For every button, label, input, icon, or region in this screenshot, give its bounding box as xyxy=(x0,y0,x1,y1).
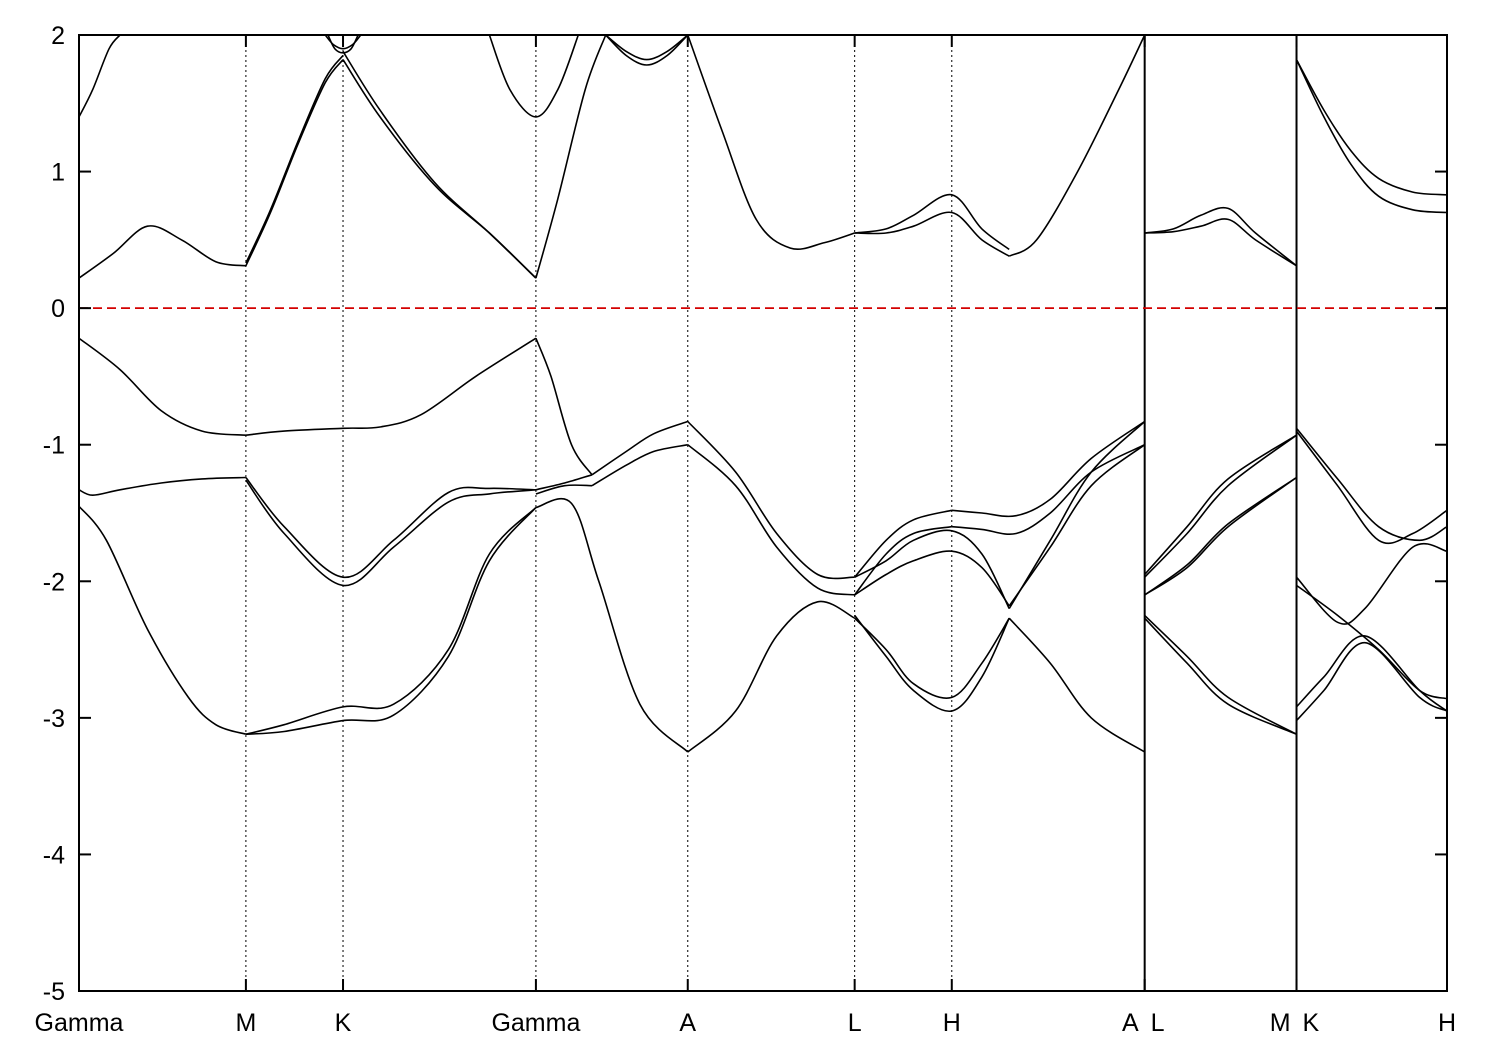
band-segment-28 xyxy=(245,477,536,579)
band-segment-10 xyxy=(605,34,689,66)
band-segment-49 xyxy=(1144,434,1297,576)
band-segment-46 xyxy=(854,614,1010,712)
band-segment-38 xyxy=(951,420,1146,518)
x-tick-label-8: L xyxy=(1151,1009,1165,1037)
band-segment-39 xyxy=(854,525,952,596)
y-tick-label-0: 2 xyxy=(51,22,65,50)
y-tick-label-2: 0 xyxy=(51,295,65,323)
band-segment-13 xyxy=(854,193,1010,251)
x-tick-label-10: K xyxy=(1303,1009,1320,1037)
band-segment-7 xyxy=(488,34,580,118)
x-tick-label-5: L xyxy=(848,1009,862,1037)
kpoint-lines xyxy=(245,35,1298,991)
band-segment-48 xyxy=(1144,434,1297,578)
x-tick-label-3: Gamma xyxy=(491,1009,580,1037)
band-segment-20 xyxy=(78,337,246,436)
x-tick-label-7: A xyxy=(1122,1009,1139,1037)
band-segment-26 xyxy=(687,444,855,596)
band-segment-0 xyxy=(78,225,247,279)
y-tick-label-3: -1 xyxy=(43,432,65,460)
band-segment-27 xyxy=(78,476,246,496)
band-segment-23 xyxy=(591,420,689,476)
band-segment-31 xyxy=(535,484,593,495)
band-segment-11 xyxy=(605,34,689,61)
x-tick-label-2: K xyxy=(335,1009,352,1037)
band-segment-33 xyxy=(245,506,537,735)
band-segment-22 xyxy=(535,337,593,476)
band-segment-40 xyxy=(951,443,1146,535)
y-tick-label-1: 1 xyxy=(51,159,65,187)
band-segment-47 xyxy=(1008,617,1146,753)
band-segment-36 xyxy=(687,600,856,753)
band-segment-43 xyxy=(1008,420,1146,610)
x-tick-label-9: M xyxy=(1270,1009,1291,1037)
band-segment-32 xyxy=(78,505,247,735)
band-segment-24 xyxy=(687,420,855,580)
x-tick-label-1: M xyxy=(235,1009,256,1037)
band-segment-9 xyxy=(327,34,359,54)
y-tick-label-4: -2 xyxy=(43,568,65,596)
band-segment-2 xyxy=(245,54,344,264)
x-tick-label-6: H xyxy=(943,1009,961,1037)
x-tick-label-4: A xyxy=(679,1009,696,1037)
band-segment-14 xyxy=(854,211,1010,257)
band-segment-15 xyxy=(1008,34,1146,257)
band-segment-37 xyxy=(854,509,952,578)
band-segment-5 xyxy=(535,34,607,279)
band-segment-53 xyxy=(1144,614,1297,735)
plot-frame xyxy=(78,34,1448,992)
band-segment-3 xyxy=(342,59,537,279)
band-segment-29 xyxy=(245,479,536,587)
band-segment-18 xyxy=(1295,59,1448,196)
x-tick-label-0: Gamma xyxy=(35,1009,124,1037)
band-segment-6 xyxy=(78,34,121,118)
band-segment-12 xyxy=(687,34,855,250)
band-segment-30 xyxy=(535,474,593,491)
band-segment-50 xyxy=(1144,476,1297,596)
band-lines xyxy=(78,34,1448,753)
band-segment-41 xyxy=(854,529,1010,609)
band-segment-54 xyxy=(1295,427,1448,542)
band-segment-52 xyxy=(1144,617,1297,735)
band-segment-51 xyxy=(1144,476,1297,596)
band-segment-19 xyxy=(1295,59,1448,214)
band-segment-59 xyxy=(1295,641,1448,722)
band-segment-55 xyxy=(1295,430,1448,545)
band-segment-35 xyxy=(535,497,689,753)
band-segment-42 xyxy=(854,550,1010,607)
y-tick-labels: 2 1 0 -1 -2 -3 -4 -5 xyxy=(43,22,65,1006)
band-segment-1 xyxy=(245,59,344,267)
band-segment-34 xyxy=(245,506,537,735)
y-tick-label-5: -3 xyxy=(43,705,65,733)
band-segment-25 xyxy=(591,443,688,487)
band-segment-17 xyxy=(1144,218,1297,267)
band-segment-45 xyxy=(854,617,1010,699)
band-segment-16 xyxy=(1144,206,1298,267)
x-tick-labels: Gamma M K Gamma A L H A L M K H xyxy=(35,1009,1456,1037)
band-segment-4 xyxy=(342,50,537,279)
y-tick-label-7: -5 xyxy=(43,978,65,1006)
band-segment-56 xyxy=(1295,542,1448,625)
band-segment-44 xyxy=(1008,444,1146,607)
band-segment-21 xyxy=(245,337,537,436)
band-segment-58 xyxy=(1295,635,1448,712)
x-tick-label-11: H xyxy=(1438,1009,1456,1037)
y-tick-label-6: -4 xyxy=(43,841,65,869)
